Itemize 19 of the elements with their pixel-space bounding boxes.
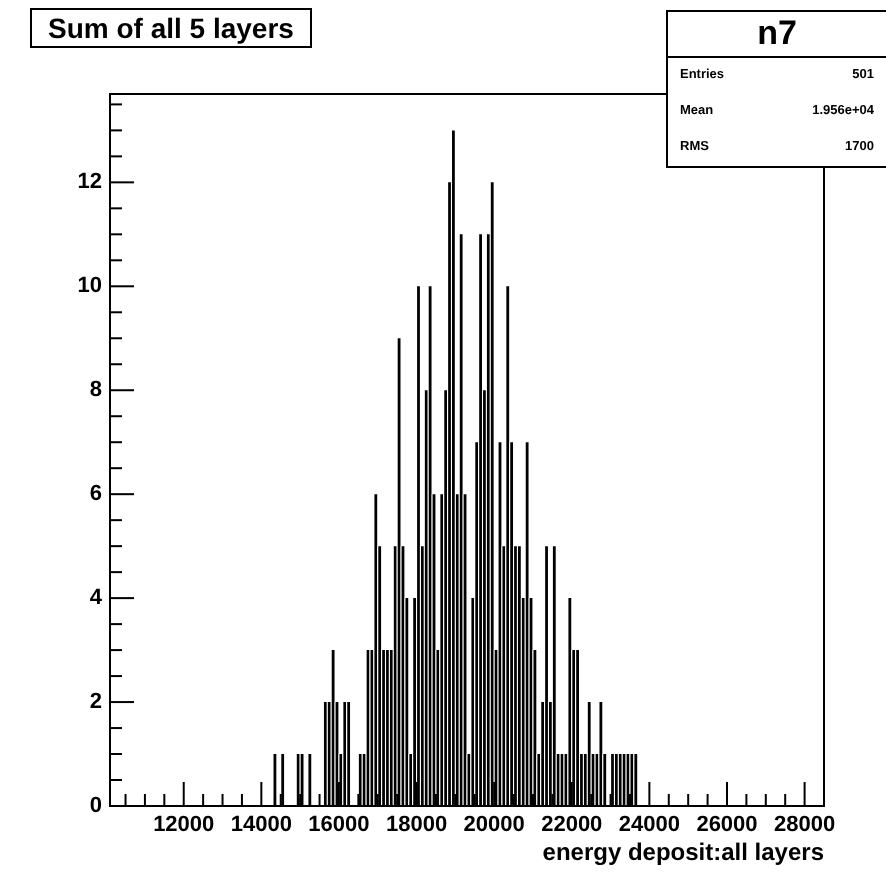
y-tick-label: 8 <box>89 378 102 403</box>
x-tick-label: 22000 <box>541 813 603 838</box>
x-tick-label: 26000 <box>696 813 758 838</box>
x-axis-title: energy deposit:all layers <box>542 838 824 866</box>
x-tick-label: 20000 <box>463 813 525 838</box>
y-tick-label: 4 <box>89 586 104 611</box>
x-tick-label: 28000 <box>774 813 836 838</box>
x-tick-label: 12000 <box>153 813 215 838</box>
y-tick-label: 2 <box>89 690 102 715</box>
y-tick-label: 10 <box>77 274 102 299</box>
y-tick-label: 6 <box>89 482 102 507</box>
x-tick-label: 18000 <box>385 813 448 838</box>
y-tick-label: 0 <box>89 794 102 819</box>
x-tick-label: 16000 <box>308 813 370 838</box>
text: n7 <box>668 12 886 58</box>
x-tick-label: 14000 <box>230 813 292 838</box>
y-tick-label: 12 <box>77 170 102 195</box>
x-tick-label: 24000 <box>618 813 680 838</box>
chart-title: Sum of all 5 layers <box>30 8 312 48</box>
